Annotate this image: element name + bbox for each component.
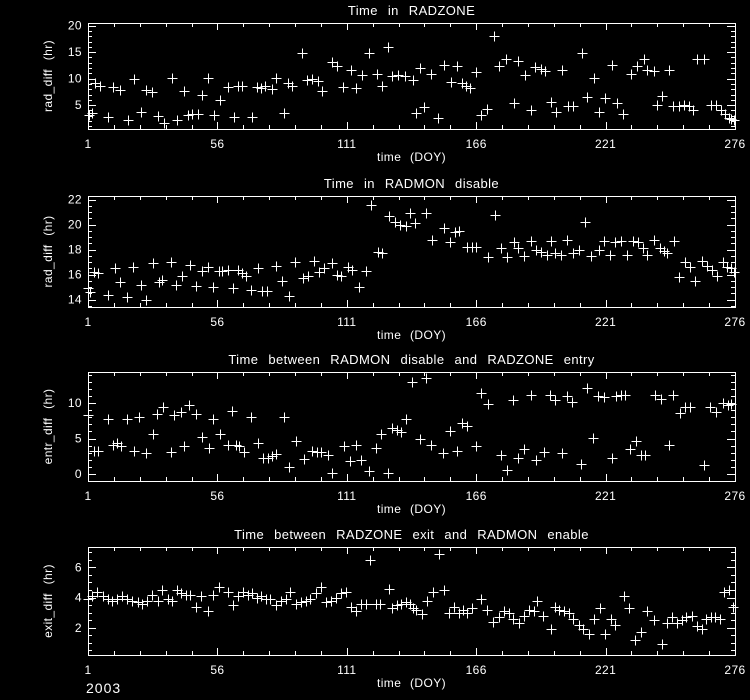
- major-ticks: [88, 196, 736, 307]
- y-tick-label: 2: [75, 621, 82, 635]
- y-tick-label: 16: [68, 268, 82, 282]
- y-tick-label: 15: [68, 45, 82, 59]
- y-tick-label: 22: [68, 193, 82, 207]
- y-axis-label: entr_diff (hr): [41, 389, 55, 465]
- x-tick-label: 166: [466, 663, 487, 677]
- axes-box: [88, 196, 736, 308]
- y-axis-label: rad_diff (hr): [41, 215, 55, 287]
- x-tick-label: 166: [466, 315, 487, 329]
- x-axis-label: time (DOY): [377, 150, 446, 164]
- x-tick-label: 56: [210, 489, 224, 503]
- y-tick-label: 18: [68, 243, 82, 257]
- panel-title: Time in RADMON disable: [324, 176, 499, 191]
- major-ticks: [88, 547, 736, 655]
- x-axis-label: time (DOY): [377, 676, 446, 690]
- x-tick-label: 221: [595, 663, 616, 677]
- y-axis-label: exit_diff (hr): [41, 564, 55, 638]
- chart-panel-2: Time in RADMON disable 1 56 111 166 221 276 14 1…: [41, 176, 745, 342]
- x-tick-label: 166: [466, 137, 487, 151]
- y-tick-label: 5: [75, 98, 82, 112]
- panel-title: Time between RADMON disable and RADZONE …: [228, 352, 594, 367]
- panel-title: Time in RADZONE: [348, 3, 475, 18]
- y-tick-label: 10: [68, 72, 82, 86]
- x-tick-label: 221: [595, 315, 616, 329]
- x-axis-label: time (DOY): [377, 328, 446, 342]
- x-tick-label: 111: [337, 137, 356, 151]
- x-tick-label: 1: [84, 137, 91, 151]
- x-tick-label: 111: [337, 663, 356, 677]
- chart-panel-3: Time between RADMON disable and RADZONE …: [41, 352, 745, 516]
- axes-box: [88, 372, 736, 482]
- minor-ticks: [88, 23, 735, 129]
- x-tick-label: 276: [724, 315, 745, 329]
- y-tick-label: 4: [75, 591, 82, 605]
- scatter-plus-markers: [84, 31, 740, 129]
- minor-ticks: [88, 372, 735, 482]
- x-tick-label: 1: [84, 315, 91, 329]
- x-tick-label: 111: [337, 315, 356, 329]
- x-tick-label: 1: [84, 663, 91, 677]
- x-tick-label: 111: [337, 489, 356, 503]
- axes-box: [88, 23, 736, 130]
- x-tick-label: 221: [595, 489, 616, 503]
- y-tick-label: 10: [68, 396, 82, 410]
- year-label: 2003: [86, 680, 122, 696]
- x-tick-label: 56: [210, 137, 224, 151]
- y-tick-label: 14: [68, 293, 82, 307]
- y-axis-label: rad_diff (hr): [41, 40, 55, 112]
- chart-panel-1: Time in RADZONE 1 56 111 166 221 276 5 10 15 20 tim…: [41, 3, 745, 164]
- x-tick-label: 276: [724, 489, 745, 503]
- y-tick-label: 0: [75, 467, 82, 481]
- x-tick-label: 56: [210, 663, 224, 677]
- minor-ticks: [88, 547, 735, 655]
- scatter-plus-markers: [83, 549, 739, 650]
- minor-ticks: [88, 196, 735, 307]
- x-tick-label: 221: [595, 137, 616, 151]
- x-tick-label: 276: [724, 663, 745, 677]
- major-ticks: [88, 372, 736, 481]
- x-axis-label: time (DOY): [377, 502, 446, 516]
- y-tick-label: 5: [75, 432, 82, 446]
- x-tick-label: 1: [84, 489, 91, 503]
- x-tick-label: 276: [724, 137, 745, 151]
- x-tick-label: 56: [210, 315, 224, 329]
- y-tick-label: 20: [68, 19, 82, 33]
- scatter-plus-markers: [83, 373, 737, 479]
- axes-box: [88, 547, 736, 656]
- major-ticks: [88, 23, 736, 129]
- chart-panel-4: Time between RADZONE exit and RADMON ena…: [41, 527, 745, 690]
- y-tick-label: 6: [75, 560, 82, 574]
- scatter-plus-markers: [83, 200, 740, 306]
- x-tick-label: 166: [466, 489, 487, 503]
- y-tick-label: 20: [68, 218, 82, 232]
- panel-title: Time between RADZONE exit and RADMON ena…: [234, 527, 589, 542]
